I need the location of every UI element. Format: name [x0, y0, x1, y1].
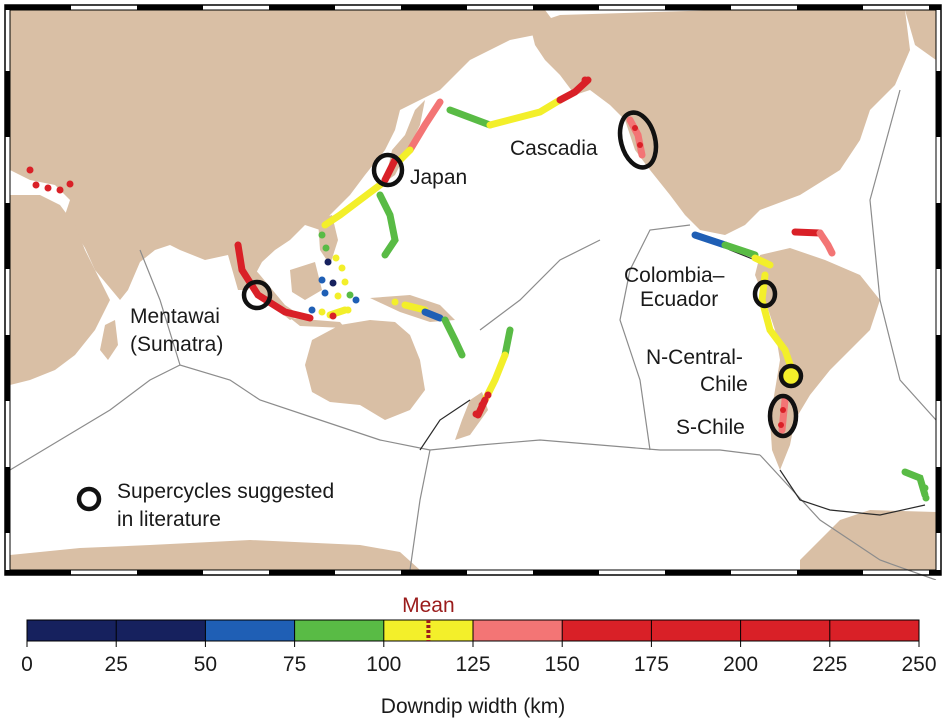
colorbar-tick-label-7: 175 — [634, 653, 669, 676]
marker-s-chile — [767, 393, 799, 439]
segment-izu-green — [376, 191, 399, 259]
segment-solomon-blue — [421, 308, 444, 322]
colorbar-xlabel: Downdip width (km) — [381, 695, 565, 718]
label-schile: S-Chile — [676, 416, 745, 439]
marker-cascadia — [617, 110, 659, 170]
label-ncentral-2: Chile — [700, 373, 748, 396]
segment-mexico-blue — [691, 231, 729, 249]
colorbar-tick-label-9: 225 — [812, 653, 847, 676]
segment-tonga-green — [501, 326, 514, 359]
marker-colombia — [752, 279, 778, 309]
sumatra-land — [236, 248, 300, 320]
marker-japan — [371, 152, 405, 188]
segment-aleutian-yellow — [486, 96, 564, 129]
antarctica-east-land — [800, 510, 936, 570]
label-ncentral-1: N-Central- — [646, 346, 743, 369]
legend-line-1: Supercycles suggested — [117, 480, 334, 503]
map-frame — [4, 4, 942, 576]
segment-cascadia-red — [626, 116, 646, 159]
label-colombia-1: Colombia– — [624, 264, 725, 287]
colorbar-tick-label-3: 75 — [283, 653, 306, 676]
event-dots — [26, 76, 930, 502]
plate-boundaries — [9, 89, 937, 580]
land-masses — [10, 10, 936, 570]
segment-caribbean-pink — [816, 229, 836, 257]
colorbar-tick-label-0: 0 — [21, 653, 33, 676]
colorbar-bin-2 — [294, 620, 384, 641]
marker-ncentral-chile — [778, 363, 804, 389]
segment-ryukyu-yellow — [321, 181, 384, 229]
colorbar-ticks: 0 25 50 75 100 125 150 175 200 225 250 — [21, 653, 936, 676]
colorbar-tick-label-10: 250 — [901, 653, 936, 676]
colorbar-tick-label-8: 200 — [723, 653, 758, 676]
marker-mentawai — [241, 279, 273, 311]
segment-sumatra-red — [234, 241, 314, 322]
supercycle-markers — [241, 110, 804, 439]
label-cascadia: Cascadia — [510, 137, 598, 160]
colorbar-outline — [26, 619, 920, 642]
segment-aleutian-green — [446, 106, 494, 129]
mean-label: Mean — [402, 594, 455, 617]
segment-caribbean-red — [791, 228, 824, 237]
label-colombia-2: Ecuador — [640, 288, 718, 311]
colorbar-bin-1 — [205, 620, 295, 641]
segment-central-green — [721, 241, 759, 259]
colorbar-tick-label-2: 50 — [194, 653, 217, 676]
segment-japan-red — [381, 156, 399, 184]
segment-alaska-red — [556, 76, 592, 104]
segment-ecuador-yellow — [758, 271, 796, 374]
legend-marker — [76, 486, 102, 512]
java-land — [290, 318, 345, 328]
segment-central-yellow — [751, 254, 774, 269]
label-mentawai-1: Mentawai — [130, 305, 220, 328]
colorbar-tick-label-5: 125 — [455, 653, 490, 676]
legend-line-2: in literature — [117, 508, 221, 531]
greenland-land — [905, 10, 936, 60]
label-mentawai-2: (Sumatra) — [130, 333, 223, 356]
world-map: Japan Cascadia Colombia– Ecuador Mentawa… — [4, 4, 942, 580]
colorbar-bin-4 — [473, 620, 563, 641]
australia-land — [305, 320, 425, 420]
colorbar: Mean 0 25 50 75 100 125 150 175 200 225 250 Downdi… — [21, 594, 936, 718]
segment-solomon-yellow — [401, 301, 429, 314]
north-america-land — [530, 10, 910, 235]
segment-vanuatu-green — [441, 316, 466, 359]
colorbar-tick-label-6: 150 — [545, 653, 580, 676]
antarctica-land — [10, 540, 420, 570]
label-japan: Japan — [410, 166, 467, 189]
segment-kuril-yellow — [396, 146, 414, 164]
colorbar-tick-label-4: 100 — [366, 653, 401, 676]
eurasia-land — [10, 10, 560, 300]
borneo-land — [290, 262, 322, 300]
legend: Supercycles suggested in literature — [76, 480, 334, 531]
segment-aleutian-red — [406, 98, 444, 154]
colorbar-tick-label-1: 25 — [105, 653, 128, 676]
africa-land — [10, 195, 110, 385]
madagascar-land — [100, 320, 118, 360]
